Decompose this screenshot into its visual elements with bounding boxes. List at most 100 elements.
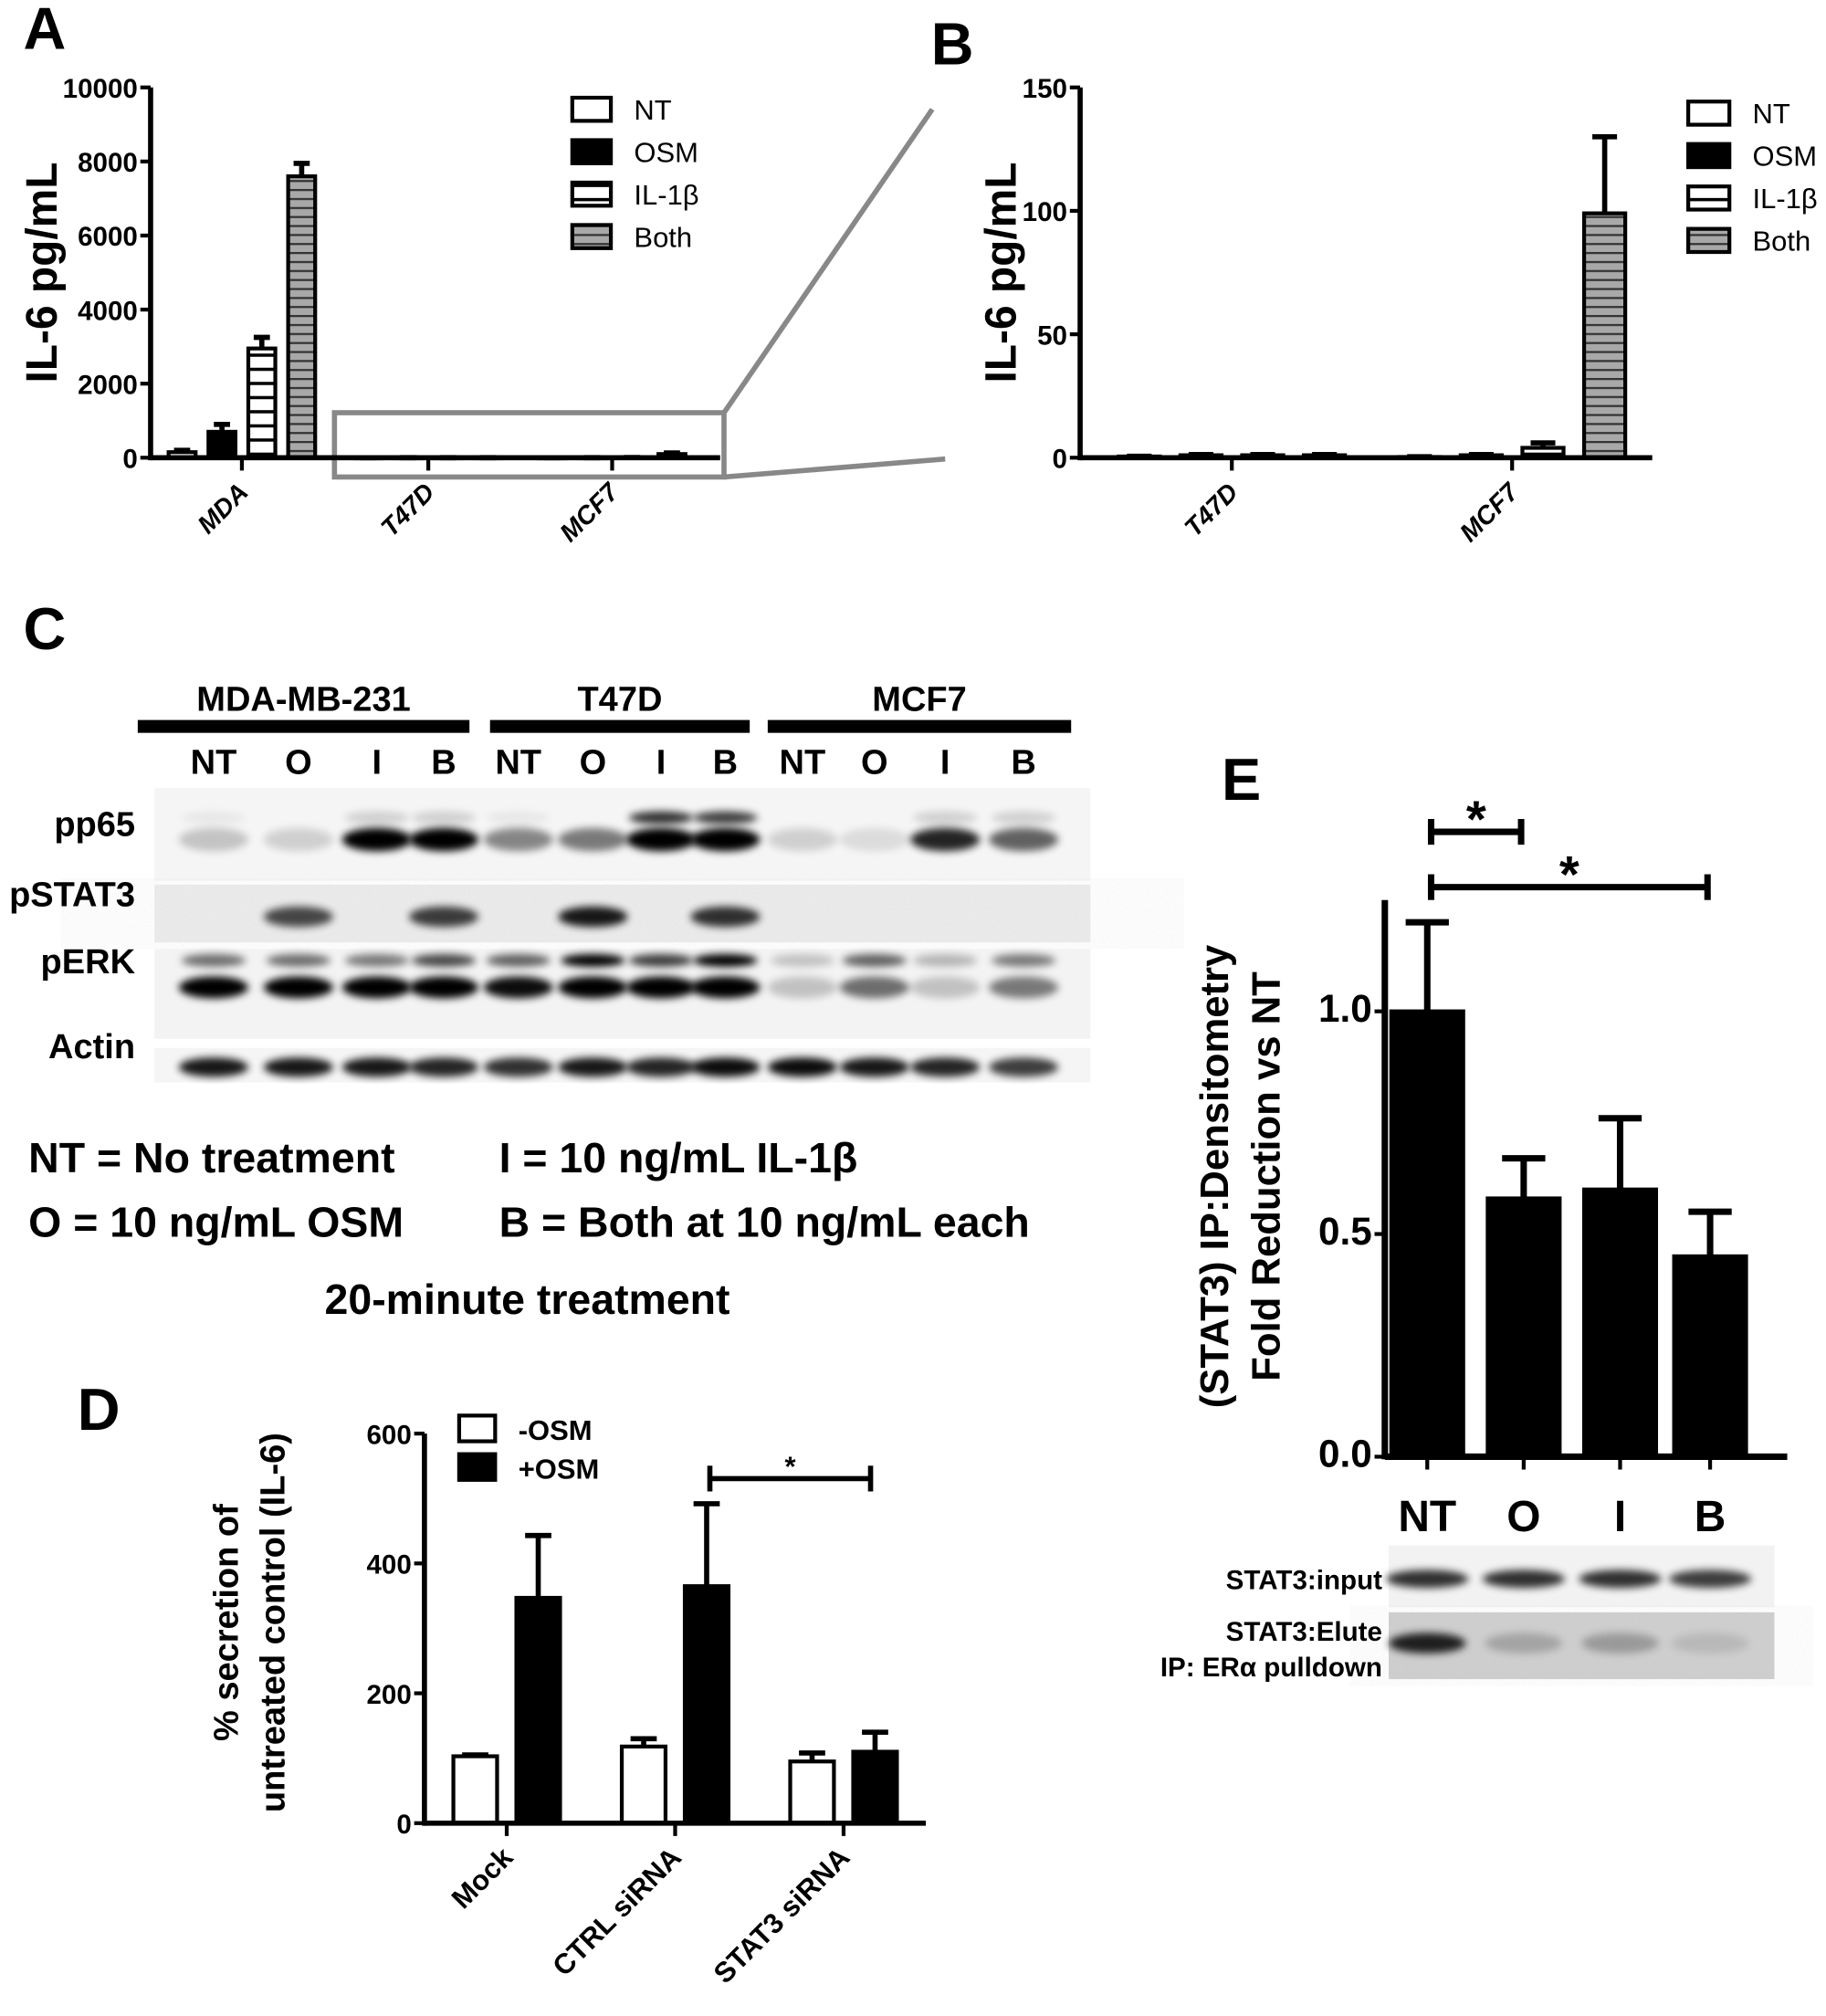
x-tick-label: T47D	[375, 478, 440, 542]
blot-band	[409, 1057, 479, 1077]
x-tick-label: MDA	[192, 478, 253, 539]
blot-band	[263, 906, 333, 928]
legend-duration: 20-minute treatment	[325, 1276, 730, 1323]
y-tick-label: 100	[1023, 197, 1067, 227]
blot-band	[409, 906, 479, 928]
legend-label-il-1: IL-1β	[1753, 183, 1818, 215]
blot-row-label-pstat3: pSTAT3	[9, 877, 135, 915]
lane-label: I	[940, 744, 950, 782]
lane-label: NT	[191, 744, 237, 782]
y-tick-label: 0	[396, 1810, 411, 1840]
blot-band	[483, 976, 553, 999]
y-tick-label: 150	[1023, 74, 1067, 104]
blot-band	[409, 827, 479, 852]
lane-label: O	[285, 744, 312, 782]
legend-swatch-nt	[570, 95, 614, 123]
bar-o	[1485, 1196, 1562, 1459]
blot-band-elute	[1671, 1633, 1749, 1654]
bar-mock-osm	[451, 1754, 499, 1825]
y-axis-title: untreated control (IL-6)	[254, 1433, 292, 1812]
legend-swatch-il-1	[570, 180, 614, 208]
blot-band-elute	[1485, 1633, 1563, 1654]
blot-band-upper	[991, 953, 1056, 967]
chart-e-densitometry: 0.0 0.5 1.0 NT O I B (STAT3) IP:Densitometry Fol…	[1192, 791, 1788, 1541]
blot-band-upper	[561, 953, 625, 967]
blot-band	[989, 1057, 1059, 1077]
blot-band	[839, 976, 909, 999]
y-tick-label: 8000	[78, 148, 138, 178]
cell-line-label-mda-mb-231: MDA-MB-231	[196, 681, 410, 719]
blot-band-upper	[411, 811, 477, 824]
blot-band	[263, 1057, 333, 1077]
blot-band-input	[1482, 1570, 1565, 1589]
x-tick-label: MCF7	[554, 477, 624, 547]
blot-band	[767, 976, 837, 999]
blot-band	[178, 827, 248, 852]
chart-b-il6-zoomed: 0 50 100 150 T47D MCF7 IL-6 pg/mL NT OSM IL-1β Bot…	[978, 74, 1818, 547]
blot-band	[767, 827, 837, 852]
panel-label-e: E	[1222, 746, 1261, 813]
zoom-connector-bottom	[723, 456, 946, 480]
y-tick-label: 400	[366, 1550, 411, 1580]
blot-band-upper	[842, 953, 907, 967]
blot-band-upper	[486, 953, 551, 967]
blot-band	[625, 976, 697, 999]
y-tick-label: 0	[1053, 445, 1067, 475]
lane-label: B	[713, 744, 738, 782]
y-tick-label: 600	[366, 1420, 411, 1450]
blot-band	[910, 976, 981, 999]
blot-band	[690, 1057, 761, 1077]
legend-swatch-osm	[456, 1452, 498, 1482]
blot-band	[625, 1057, 697, 1077]
lane-label: I	[373, 744, 383, 782]
x-tick-label: MCF7	[1454, 477, 1525, 547]
blot-band	[409, 976, 479, 999]
bar-stat3-sirna-osm	[788, 1759, 836, 1825]
cell-line-bar	[489, 719, 750, 733]
cell-line-bar	[767, 719, 1072, 733]
x-tick-label: Mock	[446, 1841, 519, 1915]
panel-label-d: D	[78, 1376, 121, 1443]
legend-i: I = 10 ng/mL IL-1β	[499, 1134, 858, 1181]
blot-band-input	[1386, 1570, 1469, 1589]
legend-swatch-il-1	[1686, 184, 1732, 212]
blot-band-upper	[913, 953, 978, 967]
significance-star: *	[784, 1451, 796, 1483]
legend-label-osm: OSM	[1753, 141, 1818, 173]
blot-band-upper	[181, 811, 247, 824]
blot-label-ip: IP: ERα pulldown	[1160, 1653, 1382, 1683]
blot-band-upper	[913, 811, 978, 824]
blot-band-upper	[344, 811, 409, 824]
blot-row-label-pp65: pp65	[54, 805, 135, 844]
blot-band-input	[1579, 1570, 1662, 1589]
bar-ctrl-sirna-osm	[682, 1584, 731, 1825]
blot-band-upper	[181, 953, 247, 967]
y-axis-title: % secretion of	[208, 1504, 247, 1741]
blot-band-upper	[344, 953, 409, 967]
western-blot-e: STAT3:input STAT3:Elute IP: ERα pulldown	[1160, 1545, 1775, 1683]
y-tick-label: 0.0	[1318, 1433, 1372, 1475]
legend-label-both: Both	[1753, 226, 1811, 257]
y-tick-label: 6000	[78, 222, 138, 252]
lane-label: NT	[495, 744, 541, 782]
blot-row-label-actin: Actin	[48, 1028, 135, 1066]
legend-swatch-osm	[456, 1413, 498, 1444]
legend-label-il-1: IL-1β	[634, 179, 698, 211]
blot-label-input: STAT3:input	[1226, 1565, 1382, 1595]
legend-swatch-osm	[1686, 142, 1732, 170]
blot-band	[839, 1057, 909, 1077]
x-tick-label: STAT3 siRNA	[708, 1841, 856, 1990]
blot-band-upper	[628, 953, 694, 967]
cell-line-label-t47d: T47D	[577, 681, 662, 719]
y-axis-title: (STAT3) IP:Densitometry	[1192, 944, 1237, 1408]
blot-band	[690, 827, 761, 852]
panel-label-b: B	[931, 10, 974, 77]
blot-band	[341, 976, 412, 999]
blot-band-upper	[693, 811, 758, 824]
zoom-inset-indicator	[331, 108, 946, 480]
blot-band	[625, 827, 697, 852]
y-tick-label: 2000	[78, 370, 138, 400]
y-tick-label: 0	[122, 445, 137, 475]
significance-star: *	[1559, 845, 1579, 903]
